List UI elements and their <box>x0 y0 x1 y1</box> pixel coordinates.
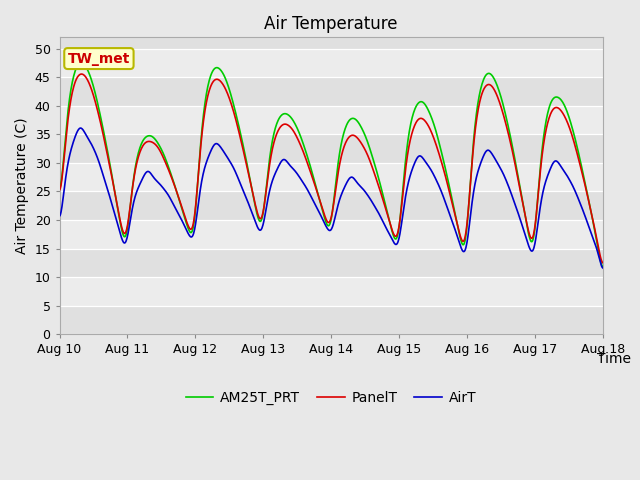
PanelT <box>480 86 488 92</box>
Bar <box>60 106 603 134</box>
Title: Air Temperature: Air Temperature <box>264 15 398 33</box>
AM25T_PRT <box>537 162 545 168</box>
PanelT <box>537 167 545 172</box>
AM25T_PRT <box>141 135 148 141</box>
Bar <box>60 49 603 77</box>
PanelT <box>537 162 545 168</box>
Bar <box>60 37 603 49</box>
AirT <box>116 228 124 234</box>
Bar <box>60 77 603 106</box>
AM25T_PRT <box>387 222 394 228</box>
PanelT <box>116 215 124 220</box>
PanelT <box>387 222 394 228</box>
PanelT <box>141 141 148 146</box>
PanelT <box>56 187 63 193</box>
PanelT <box>599 260 607 265</box>
X-axis label: Time: Time <box>596 352 631 366</box>
AirT <box>599 265 607 271</box>
PanelT <box>77 71 85 77</box>
Bar <box>60 192 603 220</box>
Y-axis label: Air Temperature (C): Air Temperature (C) <box>15 118 29 254</box>
AM25T_PRT <box>56 186 63 192</box>
AirT <box>56 213 63 219</box>
AM25T_PRT <box>480 76 488 82</box>
AM25T_PRT <box>116 216 124 222</box>
AirT <box>141 172 148 178</box>
AM25T_PRT <box>77 60 85 65</box>
Bar <box>60 163 603 192</box>
AirT <box>537 199 545 205</box>
Bar <box>60 220 603 249</box>
AirT <box>387 233 394 239</box>
Bar <box>60 134 603 163</box>
Line: AirT: AirT <box>60 128 603 268</box>
AM25T_PRT <box>599 264 607 270</box>
Line: AM25T_PRT: AM25T_PRT <box>60 62 603 267</box>
Text: TW_met: TW_met <box>68 51 130 66</box>
Line: PanelT: PanelT <box>60 74 603 263</box>
AirT <box>537 202 545 208</box>
AirT <box>480 152 488 158</box>
Bar <box>60 306 603 334</box>
Bar <box>60 277 603 306</box>
AirT <box>77 125 84 131</box>
Legend: AM25T_PRT, PanelT, AirT: AM25T_PRT, PanelT, AirT <box>180 385 483 411</box>
AM25T_PRT <box>537 157 545 163</box>
Bar <box>60 249 603 277</box>
